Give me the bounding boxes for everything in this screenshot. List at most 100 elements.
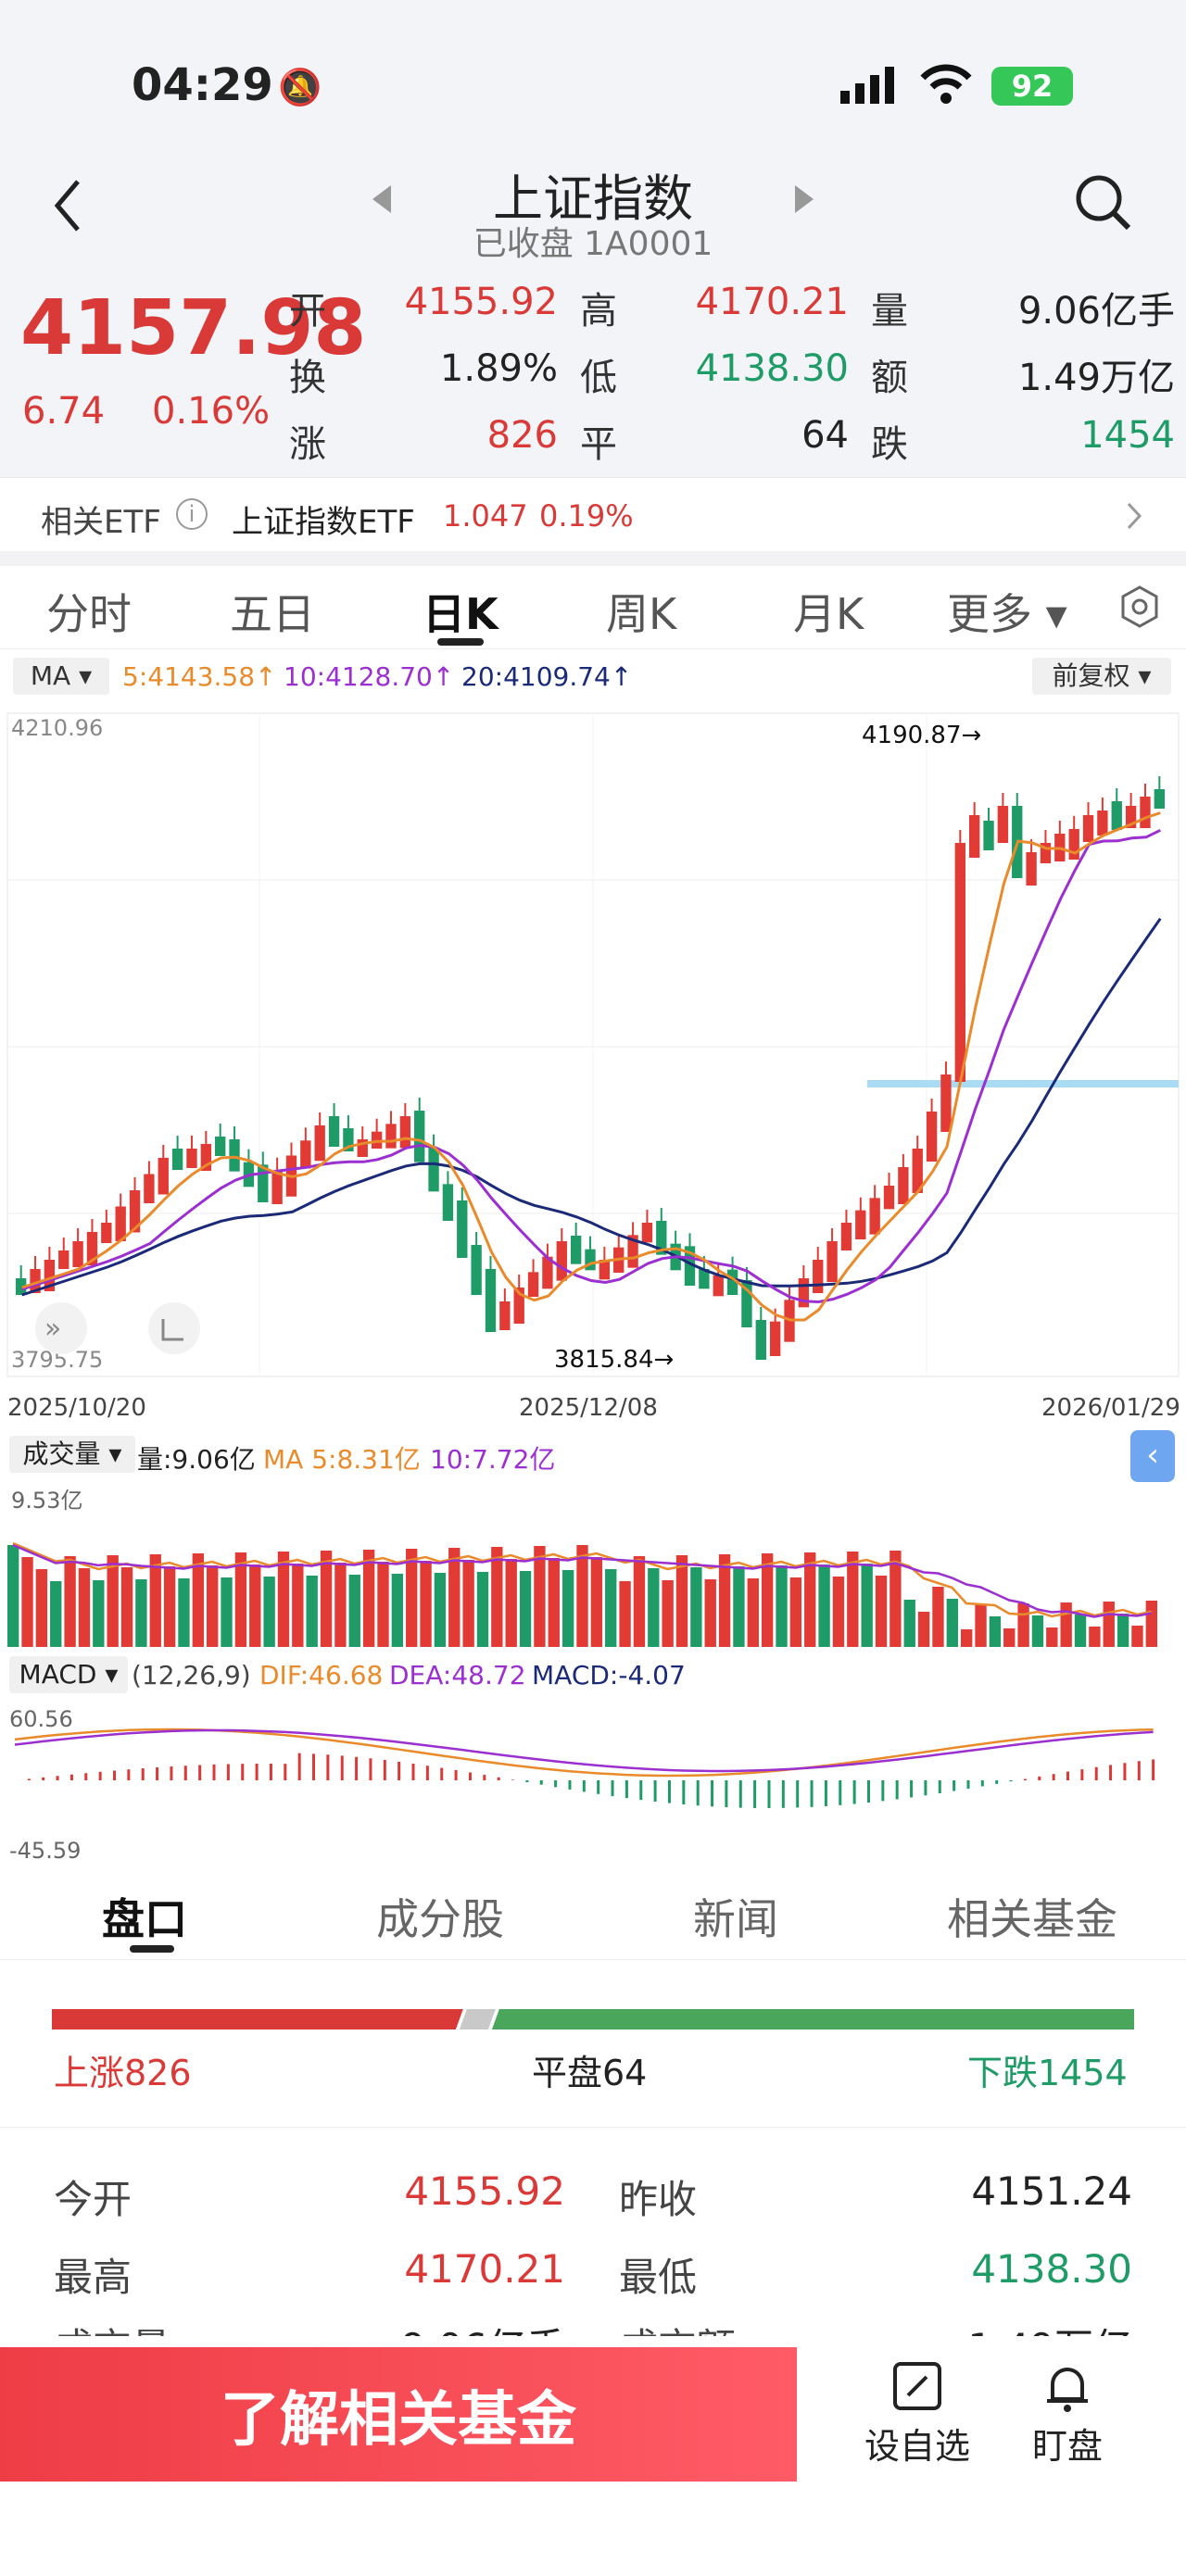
breadth-flat-segment [459,2009,496,2029]
tab-more[interactable]: 更多 ▾ [947,589,1067,639]
volume-bar [406,1549,418,1647]
candle [144,1174,155,1203]
candle [186,1149,197,1168]
candle [527,1272,539,1297]
candle [556,1241,567,1281]
tab-intraday[interactable]: 分时 [46,589,132,639]
volume-bar [832,1577,845,1647]
volume-bar [733,1566,745,1647]
high-value: 4170.21 [695,281,849,323]
collapse-button[interactable] [35,1302,87,1354]
candle [741,1280,752,1327]
tab-monthly-k[interactable]: 月K [793,589,864,639]
candle [428,1147,439,1192]
etf-row[interactable]: 相关ETF i 上证指数ETF 1.047 0.19% [0,477,1186,551]
quote-panel: 4157.98 6.74 0.16% 开 换 涨 4155.92 1.89% 8… [0,264,1186,477]
volume-label: 量 [871,290,908,333]
macd-selector[interactable]: MACD ▾ [9,1656,128,1693]
double-chevron-icon[interactable]: » [44,1313,61,1345]
prev-index-icon[interactable] [371,183,395,215]
back-icon[interactable] [50,176,87,235]
high-label: 高 [580,290,617,333]
volume-bar [221,1577,233,1647]
candle [855,1210,866,1239]
stat-low-label: 最低 [619,2255,698,2300]
candle [940,1074,952,1132]
market-status: 已收盘 1A0001 [473,225,713,263]
volume-bar [917,1612,930,1647]
down-label: 跌 [871,423,908,466]
volume-ma5: MA 5:8.31亿 [263,1444,421,1475]
volume-bar [519,1571,532,1647]
related-funds-button[interactable]: 了解相关基金 [0,2347,797,2482]
volume-bar [263,1577,275,1647]
volume-bars [7,1545,1157,1647]
candle [1140,797,1151,828]
tab-five-day[interactable]: 五日 [230,589,315,639]
collapse-panel-icon[interactable]: ‹ [1130,1430,1175,1482]
candle [158,1158,169,1195]
monitor-button[interactable]: 盯盘 [1003,2358,1132,2479]
volume-bar [476,1572,489,1647]
candle [813,1260,824,1293]
candle [72,1241,83,1267]
macd-top-label: 60.56 [9,1706,73,1732]
stat-high-label: 最高 [54,2255,132,2300]
kline-chart[interactable]: 4210.96 3795.75 4190.87→ 3815.84→ » 2025… [0,704,1186,1426]
breadth-up-segment [52,2009,463,2029]
candle [457,1200,468,1258]
volume-bar [334,1563,347,1647]
expand-icon[interactable] [161,1319,183,1341]
fullscreen-button[interactable] [148,1302,200,1354]
tab-related-funds[interactable]: 相关基金 [947,1894,1117,1944]
candle [271,1170,283,1204]
candle [713,1275,724,1297]
volume-bar [277,1552,290,1647]
volume-bar [50,1581,62,1647]
volume-bar [605,1569,617,1647]
amount-label: 额 [871,357,908,399]
volume-bar [761,1553,774,1647]
candle [86,1232,98,1265]
candle [485,1269,497,1332]
signal-icon [840,67,894,104]
info-icon[interactable]: i [176,498,208,530]
volume-bar [675,1555,688,1647]
candle [585,1249,596,1271]
ma-selector[interactable]: MA ▾ [13,658,109,695]
nav-bar: 上证指数 已收盘 1A0001 [0,139,1186,278]
volume-bar [946,1599,958,1647]
tab-constituents[interactable]: 成分股 [376,1894,504,1944]
candle [1111,801,1122,830]
candle [16,1278,27,1295]
volume-bar [362,1550,375,1647]
time: 04:29 [132,59,273,111]
volume-bar [64,1556,76,1647]
volume-selector[interactable]: 成交量 ▾ [9,1436,135,1473]
macd-bottom-label: -45.59 [9,1838,81,1864]
volume-bar [1089,1627,1101,1647]
volume-bar [21,1557,33,1647]
tab-daily-k[interactable]: 日K [423,589,498,639]
stat-prev-label: 昨收 [619,2177,698,2222]
add-watchlist-button[interactable]: 设自选 [852,2358,982,2479]
tab-weekly-k[interactable]: 周K [606,589,677,639]
candle [599,1260,611,1280]
candle [542,1256,553,1289]
volume-bar [93,1580,105,1647]
etf-pct: 0.19% [539,498,634,534]
candle [1082,815,1094,842]
adjust-selector[interactable]: 前复权 ▾ [1032,658,1171,695]
low-marker: 3815.84→ [554,1346,674,1374]
next-index-icon[interactable] [791,183,815,215]
volume-legend: 成交量 ▾ 量:9.06亿 MA 5:8.31亿 10:7.72亿 ‹ [0,1426,1186,1482]
volume-bar [391,1574,404,1647]
volume-bar [135,1579,147,1647]
tab-order-book[interactable]: 盘口 [102,1894,187,1944]
settings-icon[interactable] [1117,584,1162,629]
tab-news[interactable]: 新闻 [693,1894,778,1944]
volume-bar [1131,1626,1143,1647]
ma10-line [21,828,1161,1304]
price-level-line [867,1080,1179,1087]
search-icon[interactable] [1073,172,1134,233]
